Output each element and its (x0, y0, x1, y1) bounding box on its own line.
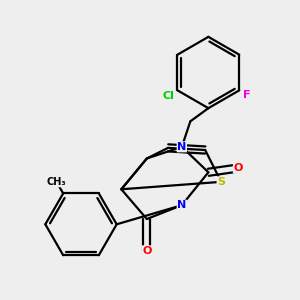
Text: O: O (142, 246, 152, 256)
Text: S: S (217, 177, 225, 187)
Text: N: N (177, 142, 187, 152)
Text: N: N (177, 200, 187, 210)
Text: Cl: Cl (163, 91, 174, 100)
Text: F: F (243, 90, 251, 100)
Text: O: O (233, 163, 243, 173)
Text: CH₃: CH₃ (47, 177, 66, 187)
